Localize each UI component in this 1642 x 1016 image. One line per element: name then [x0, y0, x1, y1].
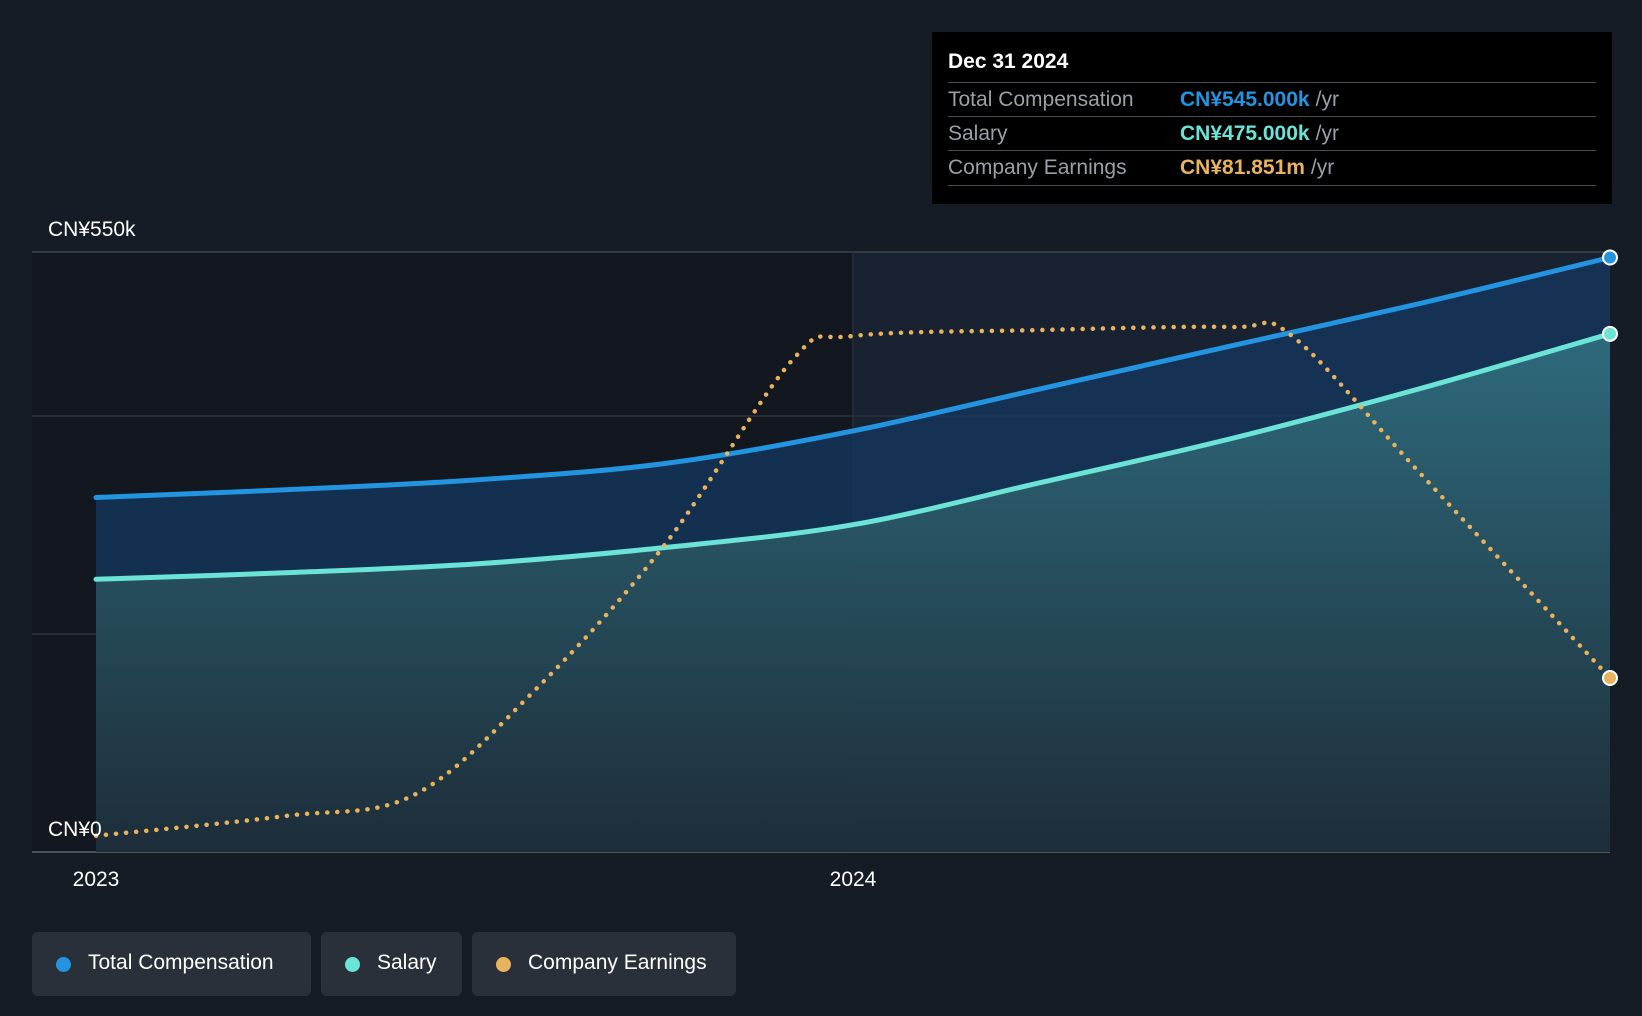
series-end-markers [1602, 249, 1618, 686]
legend-label: Total Compensation [88, 951, 274, 974]
series-areas [96, 257, 1610, 852]
salary-area [96, 333, 1610, 852]
legend-dot-icon [496, 957, 511, 972]
company-earnings-line [93, 320, 1613, 839]
x-tick-label: 2023 [73, 868, 120, 891]
tooltip-value: CN¥475.000k/yr [1180, 122, 1339, 145]
series-end-marker [1602, 249, 1618, 266]
salary-line [93, 331, 1613, 582]
series-end-marker [1602, 325, 1618, 342]
x-tick-label: 2024 [830, 868, 877, 891]
legend-label: Company Earnings [528, 951, 707, 974]
legend-item-total-compensation[interactable]: Total Compensation [32, 932, 311, 996]
tooltip-label: Total Compensation [948, 88, 1134, 111]
tooltip-value: CN¥81.851m/yr [1180, 156, 1335, 179]
tooltip-row-total-compensation: Total Compensation CN¥545.000k/yr [948, 82, 1596, 117]
series-end-marker [1602, 670, 1618, 686]
tooltip-row-salary: Salary CN¥475.000k/yr [948, 116, 1596, 151]
y-tick-label: CN¥550k [48, 218, 136, 241]
legend-dot-icon [345, 957, 360, 972]
total-compensation-line [93, 255, 1613, 500]
y-tick-label: CN¥0 [48, 818, 102, 841]
legend-item-company-earnings[interactable]: Company Earnings [472, 932, 736, 996]
legend-item-salary[interactable]: Salary [321, 932, 462, 996]
series-lines [93, 255, 1613, 839]
legend-dot-icon [56, 957, 71, 972]
hover-tooltip: Dec 31 2024 Total Compensation CN¥545.00… [932, 32, 1612, 204]
axis-tick-labels: CN¥550k CN¥0 2023 2024 [48, 218, 877, 891]
tooltip-date: Dec 31 2024 [948, 50, 1069, 73]
tooltip-value: CN¥545.000k/yr [1180, 88, 1339, 111]
legend-label: Salary [377, 951, 437, 974]
tooltip-label: Salary [948, 122, 1008, 145]
tooltip-label: Company Earnings [948, 156, 1127, 179]
tooltip-row-company-earnings: Company Earnings CN¥81.851m/yr [948, 150, 1596, 186]
